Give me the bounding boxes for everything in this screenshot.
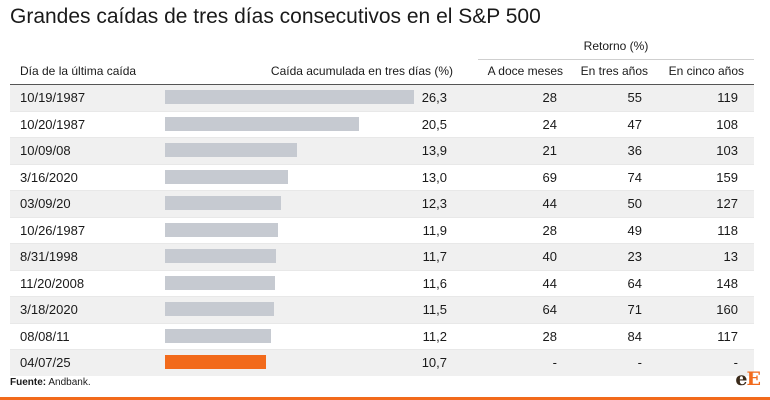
drop-value-cell: 11,6	[422, 275, 447, 291]
chart-title: Grandes caídas de tres días consecutivos…	[10, 5, 541, 28]
drop-value-cell: 10,7	[421, 355, 447, 370]
source-text: Andbank.	[46, 377, 91, 388]
date-cell: 3/18/2020	[20, 302, 78, 317]
return-5-years-cell: 127	[716, 196, 738, 211]
return-5-years-cell: 148	[716, 275, 738, 291]
column-header-date: Día de la última caída	[20, 64, 137, 78]
return-12-months-cell: 28	[542, 222, 557, 238]
date-cell: 8/31/1998	[20, 249, 78, 264]
drop-bar	[165, 116, 360, 131]
date-cell: 10/19/1987	[20, 90, 86, 105]
return-12-months-cell: 28	[542, 90, 557, 105]
return-12-months-cell: 21	[542, 143, 557, 158]
drop-bar	[165, 249, 276, 263]
return-12-months-cell: 44	[542, 196, 557, 211]
drop-value-cell: 13,9	[421, 143, 447, 158]
return-5-years-cell: 118	[717, 222, 738, 238]
return-12-months-cell: 69	[542, 169, 557, 185]
return-3-years-cell: 74	[627, 169, 642, 185]
return-12-months-cell: 28	[542, 328, 557, 344]
table-row: 10/20/1987 20,5 24 47 108	[10, 112, 754, 138]
column-header-12-months: A doce meses	[487, 64, 563, 78]
bottom-accent-line	[0, 397, 770, 400]
return-3-years-cell: 36	[627, 143, 642, 158]
return-5-years-cell: 119	[717, 90, 738, 105]
drop-bar	[165, 275, 275, 290]
return-5-years-cell: 117	[717, 328, 738, 344]
table-row: 10/19/1987 26,3 28 55 119	[10, 85, 754, 112]
drop-value-cell: 11,5	[422, 302, 447, 317]
drop-bar	[165, 302, 274, 316]
drop-value-cell: 11,7	[422, 249, 447, 264]
return-12-months-cell: 24	[542, 116, 557, 132]
table-row: 03/09/20 12,3 44 50 127	[10, 191, 754, 218]
date-cell: 04/07/25	[20, 355, 71, 370]
drop-bar	[165, 90, 414, 104]
source-label: Fuente:	[10, 377, 47, 388]
return-5-years-cell: 159	[716, 169, 738, 185]
drop-bar	[165, 169, 289, 184]
return-3-years-cell: 84	[627, 328, 642, 344]
table-row: 8/31/1998 11,7 40 23 13	[10, 244, 754, 271]
return-3-years-cell: 71	[627, 302, 642, 317]
date-cell: 10/20/1987	[20, 116, 86, 132]
drop-value-cell: 11,2	[422, 328, 447, 344]
drop-value-cell: 20,5	[421, 116, 447, 132]
return-3-years-cell: 23	[627, 249, 642, 264]
table-row: 11/20/2008 11,6 44 64 148	[10, 271, 754, 297]
date-cell: 08/08/11	[20, 328, 70, 344]
return-3-years-cell: 47	[627, 116, 642, 132]
drop-value-cell: 12,3	[421, 196, 447, 211]
return-group-header: Retorno (%)	[478, 39, 754, 60]
column-header-5-years: En cinco años	[668, 64, 744, 78]
return-12-months-cell: 44	[542, 275, 557, 291]
drop-value-cell: 26,3	[421, 90, 447, 105]
table-row: 10/09/08 13,9 21 36 103	[10, 138, 754, 165]
drop-bar	[165, 222, 278, 237]
publisher-logo: eE	[735, 368, 761, 390]
date-cell: 11/20/2008	[20, 275, 85, 291]
return-5-years-cell: -	[733, 355, 738, 370]
date-cell: 10/26/1987	[20, 222, 86, 238]
drop-bar	[165, 143, 297, 157]
header-divider	[10, 84, 754, 85]
table-row: 3/18/2020 11,5 64 71 160	[10, 297, 754, 324]
column-header-3-years: En tres años	[580, 64, 648, 78]
drop-bar	[165, 196, 282, 210]
source-note: Fuente: Andbank.	[10, 377, 91, 388]
return-12-months-cell: -	[552, 355, 557, 370]
drop-value-cell: 13,0	[421, 169, 447, 185]
drop-bar	[165, 328, 272, 343]
table-row: 3/16/2020 13,0 69 74 159	[10, 165, 754, 191]
table-row: 08/08/11 11,2 28 84 117	[10, 324, 754, 350]
return-3-years-cell: 64	[627, 275, 642, 291]
return-12-months-cell: 64	[542, 302, 557, 317]
date-cell: 3/16/2020	[20, 169, 78, 185]
return-3-years-cell: 49	[627, 222, 642, 238]
return-3-years-cell: 55	[627, 90, 642, 105]
table-row: 10/26/1987 11,9 28 49 118	[10, 218, 754, 244]
drop-bar	[165, 355, 267, 369]
return-12-months-cell: 40	[542, 249, 557, 264]
return-3-years-cell: 50	[627, 196, 642, 211]
return-5-years-cell: 13	[723, 249, 738, 264]
return-5-years-cell: 108	[716, 116, 738, 132]
return-3-years-cell: -	[637, 355, 642, 370]
date-cell: 03/09/20	[20, 196, 71, 211]
drop-value-cell: 11,9	[422, 222, 447, 238]
table-row: 04/07/25 10,7 - - -	[10, 350, 754, 376]
column-header-drop: Caída acumulada en tres días (%)	[270, 64, 453, 78]
return-5-years-cell: 160	[716, 302, 738, 317]
return-5-years-cell: 103	[716, 143, 738, 158]
date-cell: 10/09/08	[20, 143, 71, 158]
table-body: 10/19/1987 26,3 28 55 119 10/20/1987 20,5 24 47 1…	[10, 85, 754, 376]
